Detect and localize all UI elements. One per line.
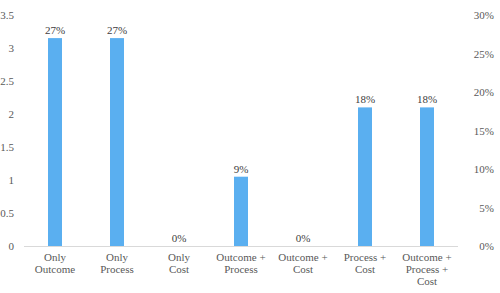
x-tick-label-line: Only <box>106 251 129 263</box>
chart-container: 00.511.522.533.50%5%10%15%20%25%30%OnlyO… <box>0 0 500 293</box>
bar <box>110 38 124 246</box>
y-tick <box>21 81 24 82</box>
x-tick-label-line: Outcome + <box>216 251 265 263</box>
x-tick-label: OnlyOutcome <box>35 251 75 275</box>
x-tick-label: OnlyProcess <box>100 251 134 275</box>
data-label: 18% <box>417 93 437 105</box>
y-tick-label: 1 <box>9 174 15 186</box>
y2-tick-label: 15% <box>474 125 494 137</box>
y2-tick-label: 10% <box>474 163 494 175</box>
data-label: 0% <box>296 232 311 244</box>
bar <box>234 177 248 246</box>
data-label: 27% <box>107 24 127 36</box>
y2-tick-label: 25% <box>474 48 494 60</box>
y-tick <box>21 114 24 115</box>
y-tick <box>21 246 24 247</box>
bar <box>172 246 186 247</box>
x-tick-label-line: Cost <box>169 263 189 275</box>
y-tick-label: 1.5 <box>0 141 14 153</box>
y2-tick-label: 20% <box>474 86 494 98</box>
y-tick-label: 3 <box>9 42 15 54</box>
x-tick-label-line: Only <box>168 251 191 263</box>
bars <box>48 38 434 246</box>
y-tick-label: 0 <box>9 240 15 252</box>
y-tick <box>21 147 24 148</box>
x-tick-label-line: Process + <box>406 263 449 275</box>
bar <box>48 38 62 246</box>
x-tick-label-line: Only <box>44 251 67 263</box>
y2-tick-label: 5% <box>479 202 494 214</box>
y-tick-label: 0.5 <box>0 207 14 219</box>
y-tick <box>21 213 24 214</box>
bar <box>296 246 310 247</box>
y-tick-label: 2.5 <box>0 75 14 87</box>
x-tick-label-line: Cost <box>417 275 437 287</box>
bar <box>358 107 372 246</box>
x-tick-label: Outcome +Process +Cost <box>402 251 451 287</box>
y2-tick <box>458 15 461 16</box>
y2-tick <box>458 246 461 247</box>
x-tick-label: OnlyCost <box>168 251 191 275</box>
x-tick-label-line: Process <box>224 263 258 275</box>
bar <box>420 107 434 246</box>
y-tick-label: 3.5 <box>0 9 14 21</box>
y2-tick <box>458 130 461 131</box>
y2-tick <box>458 53 461 54</box>
y2-tick <box>458 207 461 208</box>
y2-tick <box>458 92 461 93</box>
y-tick <box>21 48 24 49</box>
y-tick <box>21 180 24 181</box>
x-tick-label-line: Process <box>100 263 134 275</box>
y2-tick-label: 30% <box>474 9 494 21</box>
x-tick-label-line: Cost <box>293 263 313 275</box>
y-tick-label: 2 <box>9 108 15 120</box>
x-tick-label-line: Outcome <box>35 263 75 275</box>
data-label: 0% <box>172 232 187 244</box>
chart-svg: 00.511.522.533.50%5%10%15%20%25%30%OnlyO… <box>0 0 500 293</box>
x-axis-line <box>24 246 458 247</box>
data-label: 18% <box>355 93 375 105</box>
x-tick-label: Outcome +Process <box>216 251 265 275</box>
y2-tick <box>458 169 461 170</box>
data-label: 27% <box>45 24 65 36</box>
x-tick-label: Process +Cost <box>344 251 387 275</box>
data-labels: 27% 27% 0% 9% 0% 18% 18% <box>45 24 437 244</box>
x-tick-label: Outcome +Cost <box>278 251 327 275</box>
x-tick-label-line: Outcome + <box>402 251 451 263</box>
x-tick-label-line: Outcome + <box>278 251 327 263</box>
y-tick <box>21 15 24 16</box>
x-tick-label-line: Cost <box>355 263 375 275</box>
y2-tick-label: 0% <box>479 240 494 252</box>
x-tick-label-line: Process + <box>344 251 387 263</box>
data-label: 9% <box>234 163 249 175</box>
